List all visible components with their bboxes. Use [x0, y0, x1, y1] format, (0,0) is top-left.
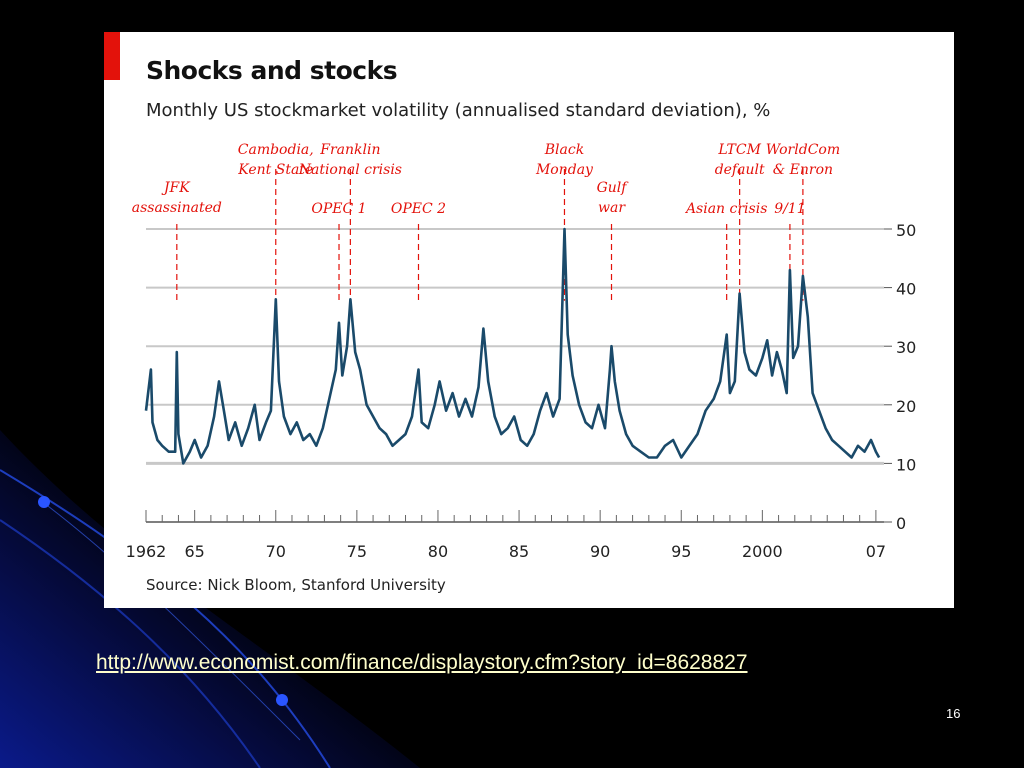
volatility-chart: 0 10 20 30 40 50 1962 65 70 75 80 85 90 95 2000 07 JFK as…	[126, 142, 917, 561]
y-tick-label: 0	[896, 514, 906, 533]
annotation-label: Monday	[535, 162, 594, 178]
x-tick-label: 75	[347, 542, 367, 561]
volatility-series-line	[144, 227, 881, 465]
annotation-label: WorldCom	[766, 142, 840, 158]
annotation-label: Franklin	[319, 142, 380, 158]
annotation-label: Gulf	[597, 180, 630, 196]
x-tick-label: 1962	[126, 542, 167, 561]
y-tick-label: 40	[896, 280, 916, 299]
economist-red-tab	[104, 32, 120, 80]
annotation-label: Black	[544, 142, 584, 158]
annotation-label: JFK	[161, 180, 191, 196]
y-tick-label: 10	[896, 455, 916, 474]
chart-subtitle: Monthly US stockmarket volatility (annua…	[146, 100, 771, 121]
x-tick-label: 70	[266, 542, 286, 561]
annotation-label: OPEC 2	[391, 201, 446, 217]
x-tick-label: 90	[590, 542, 610, 561]
annotation-label: 9/11	[774, 201, 805, 217]
background-arc	[0, 519, 261, 768]
source-link[interactable]: http://www.economist.com/finance/display…	[96, 651, 748, 674]
x-tick-label: 2000	[742, 542, 783, 561]
chart-source: Source: Nick Bloom, Stanford University	[146, 576, 446, 594]
annotation-label: Cambodia,	[238, 142, 314, 158]
annotation-label: war	[598, 200, 626, 216]
annotation-label: Kent State	[237, 162, 313, 178]
background-dot	[38, 496, 50, 508]
annotation-label: OPEC 1	[311, 201, 366, 217]
background-dot	[276, 694, 288, 706]
background-glow	[0, 430, 420, 768]
x-tick-label: 95	[671, 542, 691, 561]
annotation-label: & Enron	[773, 162, 833, 178]
y-tick-label: 20	[896, 397, 916, 416]
y-tick-label: 50	[896, 221, 916, 240]
x-tick-label: 65	[184, 542, 204, 561]
chart-title: Shocks and stocks	[146, 56, 398, 85]
x-tick-label: 07	[866, 542, 886, 561]
y-tick-label: 30	[896, 338, 916, 357]
annotation-label: Asian crisis	[684, 201, 767, 217]
x-tick-label: 80	[428, 542, 448, 561]
annotation-label: assassinated	[132, 200, 222, 216]
slide-number: 16	[946, 706, 961, 721]
annotation-label: LTCM	[717, 142, 761, 158]
chart-panel: Shocks and stocks Monthly US stockmarket…	[104, 32, 954, 608]
annotation-label: default	[715, 162, 765, 178]
annotation-label: National crisis	[298, 162, 402, 178]
x-tick-label: 85	[509, 542, 529, 561]
